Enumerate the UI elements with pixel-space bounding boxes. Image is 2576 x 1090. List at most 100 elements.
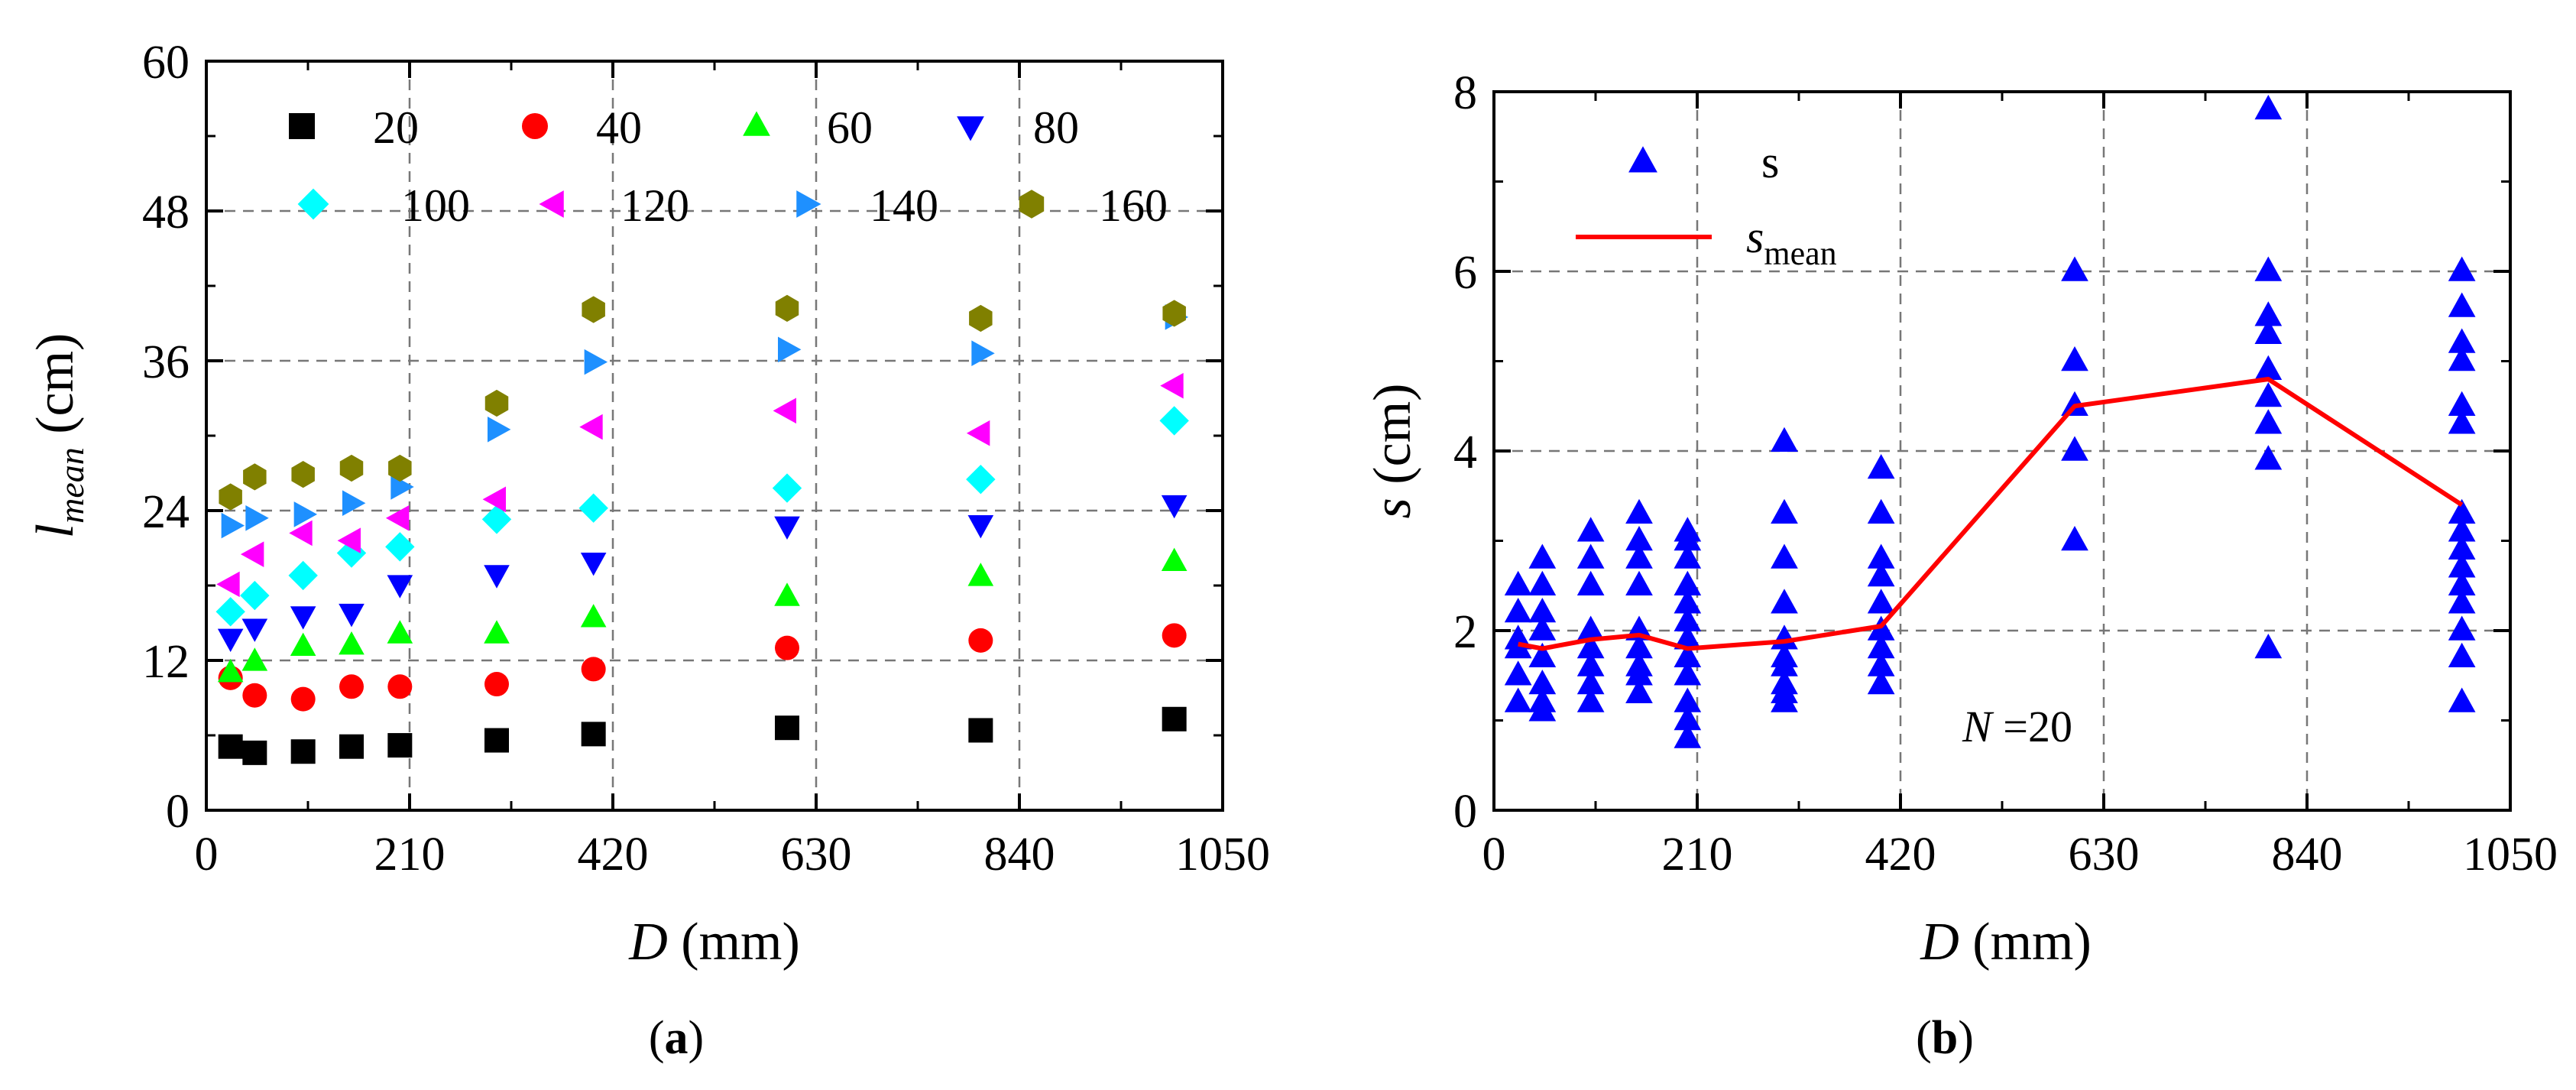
grid-b bbox=[1494, 92, 2510, 810]
grid-a bbox=[206, 61, 1223, 810]
data-point-40 bbox=[484, 672, 509, 697]
data-point-s bbox=[2448, 553, 2476, 578]
data-point-140 bbox=[971, 340, 995, 366]
data-point-s bbox=[1625, 570, 1653, 595]
x-tick-label: 0 bbox=[1482, 829, 1506, 881]
data-point-20 bbox=[218, 734, 243, 759]
legend-marker-40 bbox=[522, 113, 548, 139]
data-point-s bbox=[2448, 328, 2476, 353]
data-point-80 bbox=[217, 628, 244, 652]
legend-marker-120 bbox=[539, 190, 564, 218]
data-point-s bbox=[1528, 615, 1557, 641]
y-tick-label: 0 bbox=[166, 786, 190, 838]
legend-label-60: 60 bbox=[827, 102, 873, 153]
data-point-160 bbox=[388, 454, 412, 482]
data-point-s bbox=[1625, 633, 1653, 659]
data-point-s bbox=[1674, 543, 1702, 569]
data-point-s bbox=[2061, 256, 2088, 281]
x-axis-title-a: D (mm) bbox=[628, 913, 800, 972]
data-point-s bbox=[2254, 381, 2283, 407]
y-axis-subscript-a: mean bbox=[52, 447, 91, 524]
data-point-40 bbox=[968, 628, 993, 653]
data-point-s bbox=[1674, 660, 1702, 686]
data-point-s bbox=[2448, 589, 2476, 614]
legend-label-40: 40 bbox=[596, 102, 642, 153]
data-point-s bbox=[2254, 94, 2283, 120]
x-tick-label: 840 bbox=[2272, 829, 2343, 881]
data-point-s bbox=[1504, 570, 1532, 595]
legend-label-100: 100 bbox=[401, 180, 470, 231]
legend-a: 20 40 60 80 100 120 140 160 bbox=[289, 102, 1168, 231]
data-point-140 bbox=[293, 501, 318, 527]
data-point-60 bbox=[387, 620, 413, 644]
x-tick-label: 420 bbox=[578, 829, 649, 881]
data-point-40 bbox=[581, 657, 606, 682]
data-point-s bbox=[1504, 687, 1532, 712]
data-point-s bbox=[1771, 543, 1798, 569]
data-point-160 bbox=[582, 296, 605, 323]
data-point-s bbox=[1576, 517, 1605, 542]
data-point-s bbox=[1867, 669, 1895, 695]
data-point-s bbox=[2254, 301, 2283, 326]
legend-marker-80 bbox=[957, 116, 984, 141]
ticks-b bbox=[1492, 90, 2512, 812]
data-point-80 bbox=[290, 606, 316, 630]
data-point-100 bbox=[481, 504, 512, 534]
data-point-160 bbox=[339, 454, 364, 482]
data-point-40 bbox=[775, 635, 799, 660]
legend-label-140: 140 bbox=[870, 180, 938, 231]
data-point-s bbox=[2061, 391, 2088, 416]
data-point-40 bbox=[242, 683, 267, 708]
y-tick-label: 4 bbox=[1453, 427, 1477, 478]
data-point-s bbox=[2448, 498, 2476, 524]
data-point-s bbox=[1771, 589, 1798, 614]
x-tick-label: 840 bbox=[984, 829, 1055, 881]
data-point-s bbox=[2254, 355, 2283, 380]
data-point-120 bbox=[289, 520, 313, 547]
data-point-60 bbox=[484, 620, 510, 644]
data-point-s bbox=[2448, 615, 2476, 641]
data-point-s bbox=[1771, 498, 1798, 524]
data-point-20 bbox=[387, 733, 413, 758]
data-point-100 bbox=[966, 464, 996, 495]
y-tick-label: 12 bbox=[142, 636, 190, 688]
data-point-140 bbox=[390, 474, 414, 500]
data-point-s bbox=[1867, 561, 1895, 587]
data-point-s bbox=[1528, 597, 1557, 623]
y-tick-label: 48 bbox=[142, 187, 190, 238]
data-point-80 bbox=[774, 516, 800, 540]
data-point-60 bbox=[967, 563, 994, 586]
legend-label-120: 120 bbox=[621, 180, 689, 231]
data-point-s bbox=[1771, 427, 1798, 452]
legend-label-160: 160 bbox=[1099, 180, 1168, 231]
data-point-s bbox=[1528, 696, 1557, 722]
y-axis-title-b: s (cm) bbox=[1363, 384, 1422, 519]
data-point-s bbox=[1674, 589, 1702, 614]
tick-labels-b: 0 210 420 630 840 1050 0 2 4 6 8 bbox=[1453, 67, 2558, 881]
data-point-s bbox=[2448, 517, 2476, 542]
marks-a bbox=[215, 294, 1189, 765]
ticks-a bbox=[205, 60, 1224, 812]
data-point-60 bbox=[774, 582, 800, 606]
data-point-40 bbox=[387, 674, 413, 699]
data-point-100 bbox=[772, 473, 802, 503]
data-point-s bbox=[1674, 624, 1702, 650]
data-point-160 bbox=[1162, 300, 1186, 327]
data-point-s bbox=[1674, 606, 1702, 631]
x-tick-label: 1050 bbox=[2463, 829, 2558, 881]
data-point-120 bbox=[240, 541, 264, 567]
y-axis-symbol-a: l bbox=[26, 524, 85, 538]
mean-line bbox=[1518, 377, 2464, 651]
x-tick-label: 420 bbox=[1865, 829, 1936, 881]
y-axis-title-a: lmean (cm) bbox=[26, 333, 91, 539]
data-point-s bbox=[1576, 543, 1605, 569]
data-point-40 bbox=[339, 674, 364, 699]
data-point-160 bbox=[219, 483, 242, 511]
data-point-s bbox=[2448, 292, 2476, 317]
data-point-s bbox=[1674, 642, 1702, 667]
data-point-s bbox=[1771, 651, 1798, 676]
data-point-120 bbox=[579, 414, 603, 440]
sample-size-annotation: N =20 bbox=[1962, 702, 2072, 751]
data-point-s bbox=[2448, 345, 2476, 371]
data-point-s bbox=[1674, 687, 1702, 712]
